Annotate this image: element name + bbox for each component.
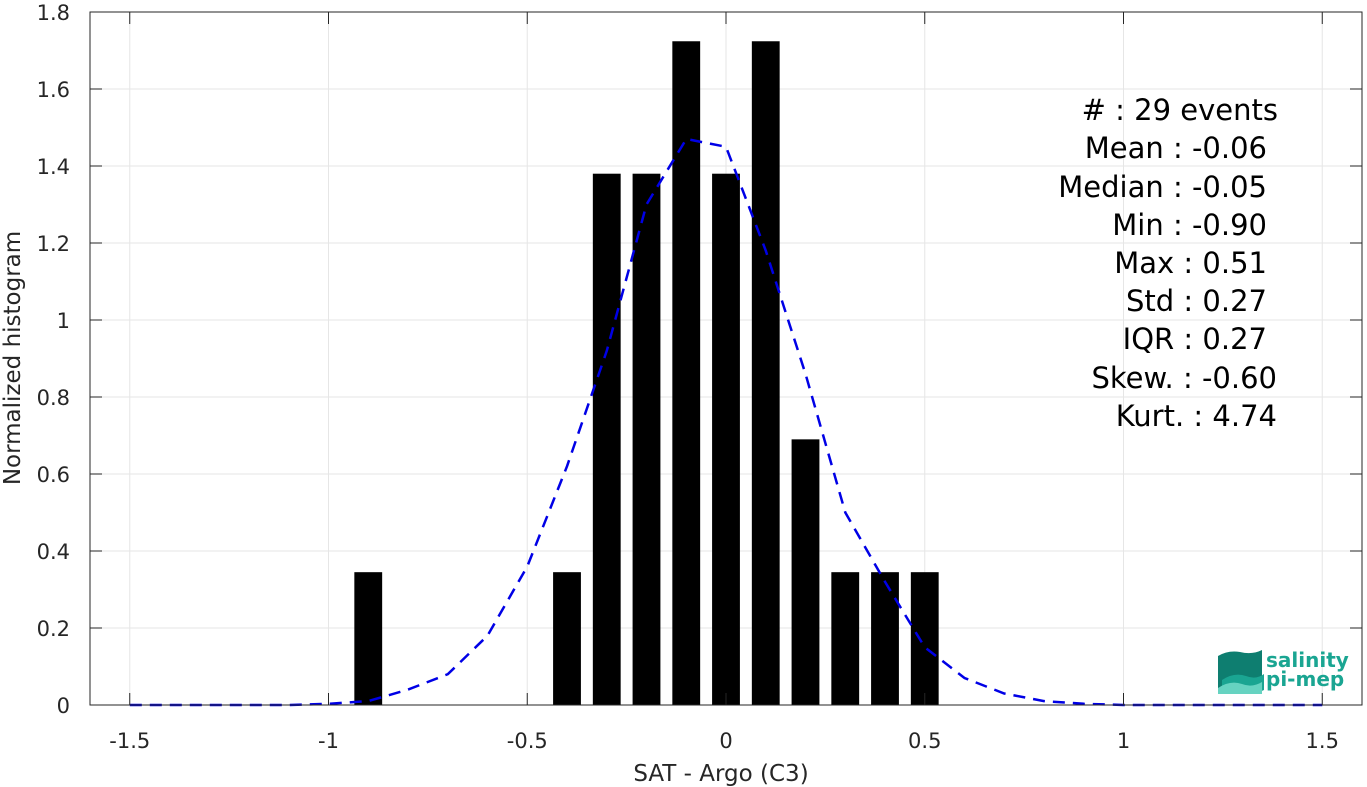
stats-line-iqr: IQR : 0.27 [1123, 322, 1267, 356]
histogram-bar [712, 173, 740, 705]
stats-value: -0.05 [1192, 170, 1267, 204]
logo-line-1: salinity [1266, 648, 1349, 672]
histogram-bar [871, 572, 899, 705]
y-tick-label: 1.4 [37, 155, 70, 179]
x-tick-label: 1.5 [1306, 729, 1339, 753]
stats-value: 0.27 [1202, 284, 1267, 318]
stats-value: 29 events [1134, 93, 1278, 127]
stats-label: Std [1126, 284, 1174, 318]
stats-label: Min [1112, 208, 1163, 242]
stats-value: -0.60 [1202, 361, 1277, 395]
stats-line-min: Min : -0.90 [1112, 208, 1267, 242]
y-axis-label: Normalized histogram [0, 231, 26, 485]
stats-label: Mean [1085, 131, 1164, 165]
histogram-bar [354, 572, 383, 705]
stats-label: IQR [1123, 322, 1175, 356]
y-tick-label: 0.4 [37, 540, 70, 564]
stats-box: # : 29 events Mean : -0.06 Median : -0.0… [1058, 93, 1278, 433]
x-tick-label: -1.5 [109, 729, 150, 753]
wave-logo-icon [1218, 650, 1264, 694]
x-tick-label: -0.5 [507, 729, 548, 753]
stats-value: -0.90 [1192, 208, 1267, 242]
histogram-bar [592, 173, 621, 705]
stats-label: Skew. [1091, 361, 1173, 395]
histogram-bar [751, 41, 780, 705]
stats-line-skew: Skew. : -0.60 [1091, 361, 1277, 395]
stats-line-std: Std : 0.27 [1126, 284, 1267, 318]
stats-value: 0.51 [1202, 246, 1267, 280]
x-tick-label: 0.5 [908, 729, 941, 753]
x-tick-label: 1 [1117, 729, 1130, 753]
histogram-bar [632, 173, 661, 705]
y-tick-label: 1 [57, 309, 70, 333]
x-tick-label: 0 [719, 729, 732, 753]
stats-label: # [1082, 93, 1116, 127]
stats-line-count: # : 29 events [1082, 93, 1278, 127]
stats-value: 0.27 [1202, 322, 1267, 356]
stats-line-max: Max : 0.51 [1114, 246, 1267, 280]
x-axis-label: SAT - Argo (C3) [633, 761, 808, 787]
y-tick-label: 1.2 [37, 232, 70, 256]
histogram-bar [831, 572, 860, 705]
salinity-pi-mep-logo: salinity pi-mep [1218, 648, 1349, 694]
stats-value: -0.06 [1192, 131, 1267, 165]
stats-line-median: Median : -0.05 [1058, 170, 1267, 204]
y-tick-label: 0.2 [37, 617, 70, 641]
y-tick-label: 0 [57, 694, 70, 718]
y-tick-label: 1.8 [37, 1, 70, 25]
y-tick-label: 0.6 [37, 463, 70, 487]
axis-ticks: -1.5 -1 -0.5 0 0.5 1 1.500.20.40.60.811.21.41.… [37, 1, 1362, 753]
y-tick-label: 0.8 [37, 386, 70, 410]
logo-line-2: pi-mep [1266, 667, 1344, 691]
stats-line-kurt: Kurt. : 4.74 [1116, 399, 1277, 433]
stats-value: 4.74 [1212, 399, 1277, 433]
histogram-bars [354, 41, 939, 705]
stats-label: Kurt. [1116, 399, 1184, 433]
stats-label: Max [1114, 246, 1174, 280]
stats-line-mean: Mean : -0.06 [1085, 131, 1267, 165]
histogram-bar [672, 41, 701, 705]
y-tick-label: 1.6 [37, 78, 70, 102]
stats-label: Median [1058, 170, 1163, 204]
x-tick-label: -1 [318, 729, 339, 753]
histogram-bar [910, 572, 939, 705]
histogram-bar [791, 439, 820, 705]
histogram-bar [553, 572, 581, 705]
